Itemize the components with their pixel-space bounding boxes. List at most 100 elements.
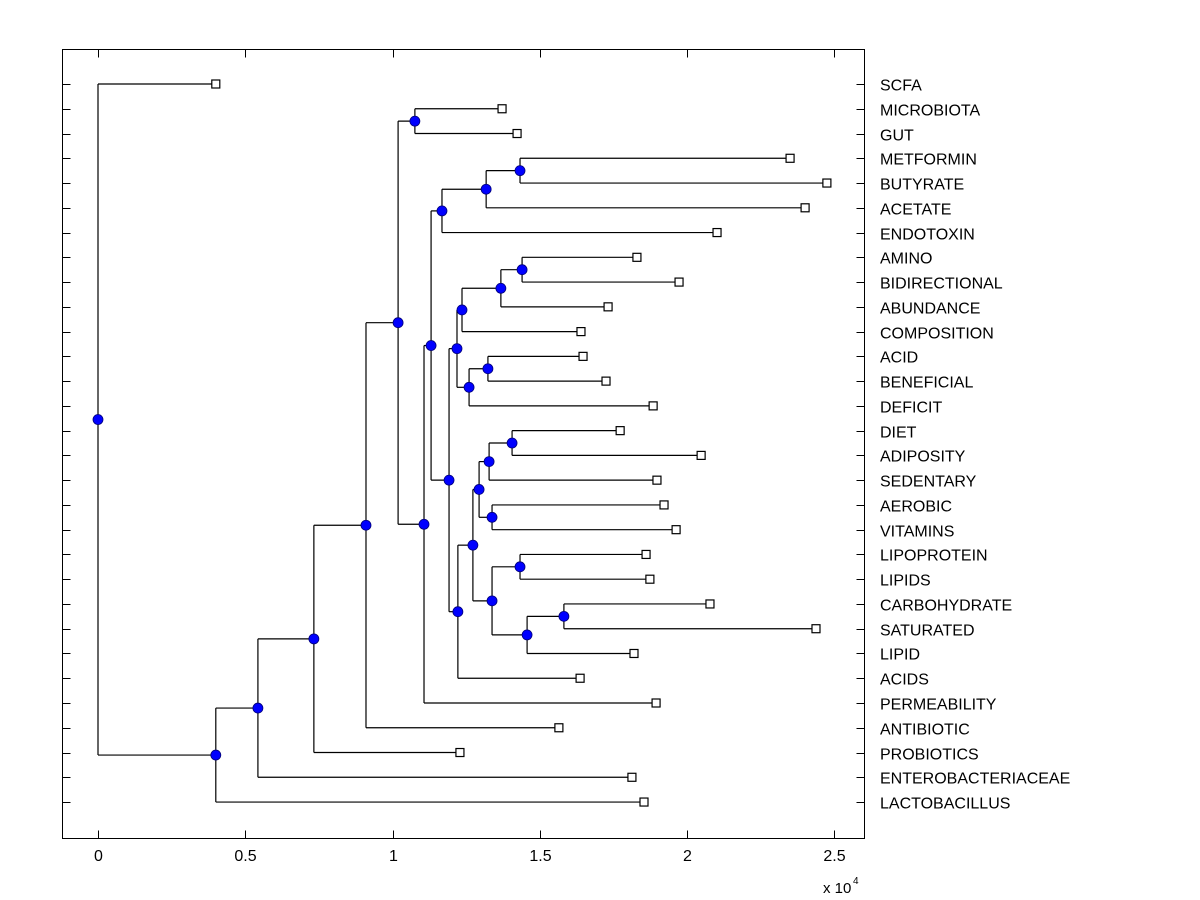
leaf-label: AEROBIC	[880, 499, 952, 516]
x-tick-label: 0	[94, 848, 103, 865]
leaf-markers	[211, 79, 832, 807]
node-marker	[425, 340, 437, 351]
x-tick-label: 0.5	[234, 848, 256, 865]
leaf-label: GUT	[880, 128, 914, 145]
node-marker	[456, 304, 468, 316]
node-marker	[436, 205, 448, 217]
leaf-marker	[674, 277, 684, 287]
node-marker	[308, 633, 320, 645]
axis-ticks	[62, 49, 865, 839]
leaf-marker	[822, 178, 832, 188]
leaf-marker	[712, 227, 722, 238]
leaf-label: ANTIBIOTIC	[880, 722, 970, 739]
x-tick-labels: 0 0.5 1 1.5 2 2.5	[94, 848, 846, 865]
leaf-marker	[629, 648, 639, 659]
leaf-label: LIPID	[880, 647, 920, 664]
node-marker	[392, 317, 404, 329]
node-marker	[514, 165, 526, 177]
node-marker	[558, 610, 570, 622]
node-marker	[418, 518, 430, 530]
leaf-label: COMPOSITION	[880, 326, 994, 343]
leaf-marker	[645, 574, 655, 584]
leaf-marker	[627, 772, 637, 782]
leaf-marker	[696, 450, 706, 460]
leaf-label: VITAMINS	[880, 524, 954, 541]
leaf-marker	[211, 79, 221, 89]
leaf-labels: SCFA MICROBIOTA GUT METFORMIN BUTYRATE ACETAT…	[880, 78, 1070, 813]
plot-frame	[62, 49, 865, 839]
leaf-marker	[497, 104, 507, 114]
leaf-marker	[615, 426, 625, 436]
leaf-marker	[603, 302, 613, 312]
node-marker	[360, 519, 372, 531]
leaf-marker	[601, 376, 611, 386]
leaf-marker	[576, 327, 586, 337]
leaf-label: LIPOPROTEIN	[880, 548, 988, 565]
x-tick-label: 1.5	[529, 848, 551, 865]
node-marker	[506, 437, 518, 449]
leaf-marker	[641, 549, 651, 560]
leaf-label: LIPIDS	[880, 573, 931, 590]
leaf-marker	[648, 401, 658, 411]
x-multiplier-label: x 10	[823, 880, 851, 897]
node-marker	[482, 363, 494, 375]
leaf-label: PERMEABILITY	[880, 697, 997, 714]
leaf-label: PROBIOTICS	[880, 747, 979, 764]
leaf-marker	[659, 500, 669, 510]
leaf-label: BIDIRECTIONAL	[880, 276, 1003, 293]
leaf-marker	[578, 351, 588, 361]
leaf-marker	[705, 599, 715, 609]
leaf-label: DEFICIT	[880, 400, 942, 417]
leaf-label: DIET	[880, 425, 917, 442]
leaf-label: AMINO	[880, 251, 932, 268]
leaf-label: SEDENTARY	[880, 474, 977, 491]
leaf-marker	[455, 747, 465, 758]
leaf-label: ABUNDANCE	[880, 301, 980, 318]
x-tick-label: 1	[389, 848, 398, 865]
leaf-label: MICROBIOTA	[880, 103, 980, 120]
node-marker	[92, 414, 104, 425]
node-marker	[451, 343, 463, 355]
leaf-marker	[632, 252, 642, 262]
x-tick-label: 2.5	[823, 848, 845, 865]
leaf-label: ACETATE	[880, 202, 951, 219]
leaf-label: SCFA	[880, 78, 922, 95]
leaf-marker	[671, 525, 681, 535]
leaf-label: METFORMIN	[880, 152, 977, 169]
leaf-label: BUTYRATE	[880, 177, 964, 194]
leaf-marker	[639, 797, 649, 807]
leaf-label: ENDOTOXIN	[880, 227, 975, 244]
node-marker	[463, 381, 475, 393]
leaf-marker	[785, 153, 795, 163]
node-marker	[483, 456, 495, 467]
leaf-label: SATURATED	[880, 623, 975, 640]
x-tick-label: 2	[683, 848, 692, 865]
leaf-label: CARBOHYDRATE	[880, 598, 1012, 615]
leaf-label: LACTOBACILLUS	[880, 796, 1010, 813]
node-marker	[443, 474, 455, 486]
leaf-label: BENEFICIAL	[880, 375, 973, 392]
leaf-marker	[512, 128, 522, 139]
node-marker	[514, 561, 526, 573]
node-marker	[409, 115, 421, 127]
node-marker	[210, 749, 222, 761]
leaf-marker	[811, 624, 821, 634]
node-marker	[480, 183, 492, 195]
x-multiplier-exponent: 4	[853, 876, 859, 887]
leaf-label: ACIDS	[880, 672, 929, 689]
node-marker	[521, 629, 533, 641]
leaf-marker	[651, 698, 661, 708]
leaf-label: ADIPOSITY	[880, 449, 966, 466]
node-markers	[92, 115, 570, 761]
leaf-label: ENTEROBACTERIACEAE	[880, 771, 1070, 788]
leaf-marker	[554, 723, 564, 733]
node-marker	[252, 702, 264, 714]
leaf-marker	[800, 203, 810, 213]
node-marker	[486, 595, 498, 607]
leaf-label: ACID	[880, 350, 918, 367]
leaf-marker	[652, 475, 662, 485]
node-marker	[486, 511, 498, 523]
node-marker	[452, 606, 464, 618]
node-marker	[495, 282, 507, 294]
